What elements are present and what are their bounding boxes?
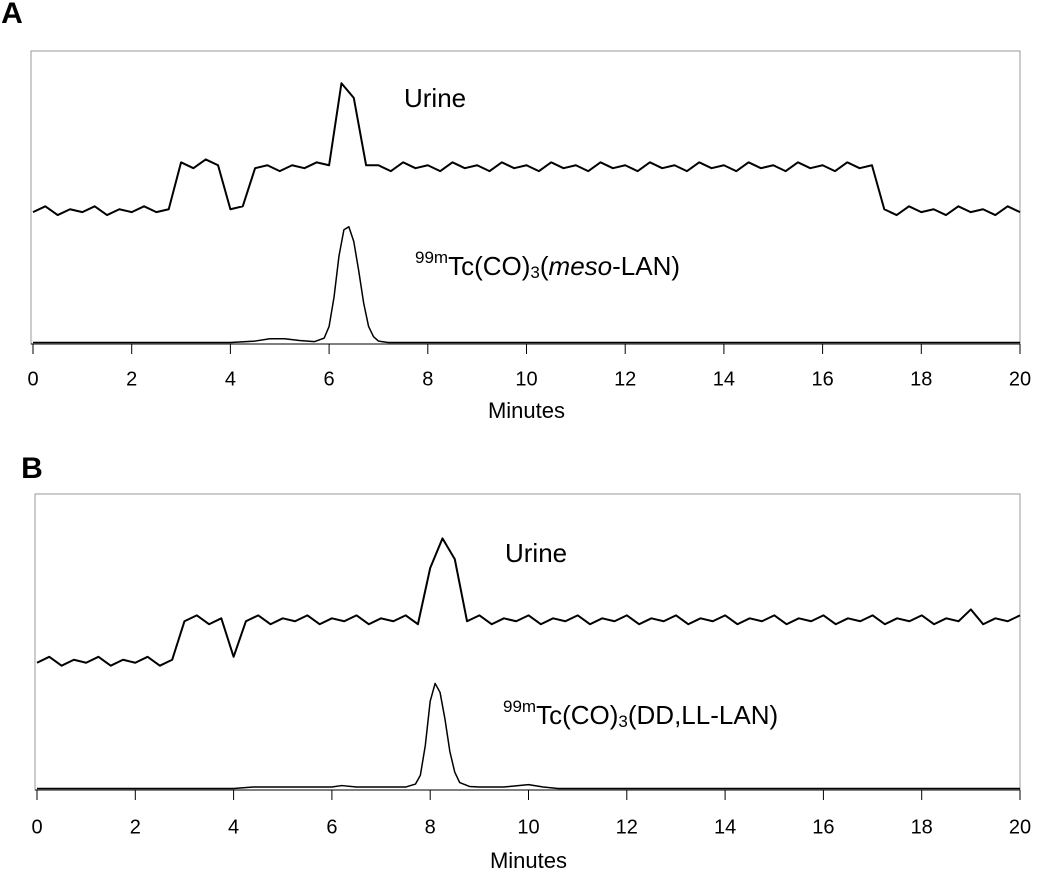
trace-label: Urine <box>505 538 567 568</box>
label-part: 99m <box>503 697 536 716</box>
x-tick-label: 18 <box>911 816 933 838</box>
x-tick-label: 12 <box>616 816 638 838</box>
label-part: 3 <box>618 712 627 731</box>
x-tick-label: 4 <box>228 816 239 838</box>
x-tick-label: 2 <box>130 816 141 838</box>
label-part: ( <box>540 251 549 281</box>
x-tick-label: 6 <box>326 816 337 838</box>
label-part: (DD,LL-LAN) <box>628 700 778 730</box>
trace <box>37 682 1020 790</box>
trace-label: Urine <box>404 83 466 113</box>
x-tick-label: 0 <box>31 816 42 838</box>
x-tick-label: 20 <box>1009 368 1031 390</box>
label-part: Tc(CO) <box>536 700 618 730</box>
label-part: Tc(CO) <box>448 251 530 281</box>
x-tick-label: 12 <box>614 368 636 390</box>
x-tick-label: 16 <box>811 368 833 390</box>
trace <box>36 537 1021 667</box>
x-tick-label: 8 <box>425 816 436 838</box>
x-tick-label: 0 <box>27 368 38 390</box>
x-tick-label: 14 <box>714 816 736 838</box>
x-tick-label: 20 <box>1009 816 1031 838</box>
x-axis-title: Minutes <box>490 848 567 873</box>
plot-frame <box>30 50 1021 345</box>
x-tick-label: 4 <box>225 368 236 390</box>
panel: B 0 2 4 6 8 10 12 14 16 18 20 Minutes Urine 99mTc(CO)3… <box>21 452 1031 873</box>
x-tick-label: 14 <box>713 368 735 390</box>
panel: A 0 2 4 6 8 10 12 14 16 18 20 Minutes Urine 99mTc(CO)3… <box>1 0 1031 423</box>
trace-label: 99mTc(CO)3(DD,LL-LAN) <box>503 697 778 730</box>
trace-label: 99mTc(CO)3(meso-LAN) <box>415 248 680 281</box>
x-tick-label: 18 <box>910 368 932 390</box>
trace <box>33 226 1020 344</box>
x-axis-title: Minutes <box>488 398 565 423</box>
trace <box>32 82 1021 217</box>
x-tick-label: 2 <box>126 368 137 390</box>
label-part: 3 <box>530 263 539 282</box>
label-part: -LAN) <box>612 251 680 281</box>
panel-label: A <box>1 0 23 30</box>
x-tick-label: 10 <box>515 368 537 390</box>
x-tick-label: 8 <box>422 368 433 390</box>
panel-label: B <box>21 452 43 485</box>
x-tick-label: 16 <box>812 816 834 838</box>
x-tick-label: 6 <box>324 368 335 390</box>
x-tick-label: 10 <box>517 816 539 838</box>
label-part: 99m <box>415 248 448 267</box>
label-part: meso <box>549 251 613 281</box>
